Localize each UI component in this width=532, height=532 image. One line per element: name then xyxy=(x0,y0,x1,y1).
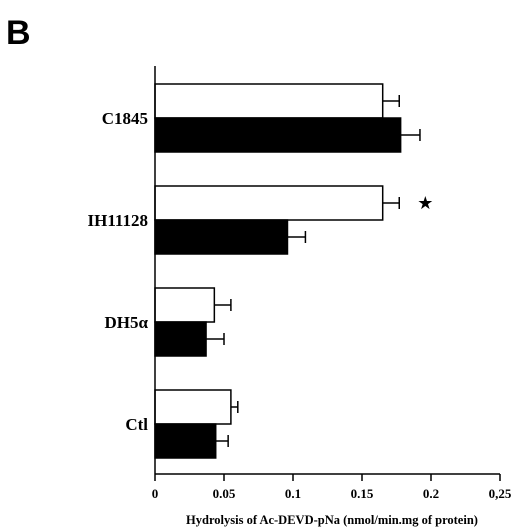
bar-open-0 xyxy=(154,83,384,119)
x-tick-label-2: 0.1 xyxy=(285,486,301,501)
significance-star-0: ★ xyxy=(417,193,433,214)
x-tick-label-0: 0 xyxy=(152,486,159,501)
x-tick-label-4: 0.2 xyxy=(423,486,439,501)
category-label-0: C1845 xyxy=(102,109,148,128)
bar-open-2 xyxy=(154,287,216,323)
bars-layer xyxy=(154,83,402,459)
bar-open-3 xyxy=(154,389,232,425)
x-tick-label-5: 0,25 xyxy=(489,486,512,501)
category-label-2: DH5α xyxy=(105,313,149,332)
error-bars-layer xyxy=(206,95,421,447)
x-axis-ticks: 0 0.05 0.1 0.15 0.2 0,25 xyxy=(152,474,512,501)
significance-marks: ★ xyxy=(417,193,433,214)
bar-filled-1 xyxy=(154,219,289,255)
x-tick-label-1: 0.05 xyxy=(213,486,236,501)
bar-filled-0 xyxy=(154,117,402,153)
category-label-1: IH11128 xyxy=(88,211,148,230)
category-label-3: Ctl xyxy=(125,415,148,434)
panel-letter: B xyxy=(6,14,31,52)
x-axis-title: Hydrolysis of Ac-DEVD-pNa (nmol/min.mg o… xyxy=(186,513,478,527)
bar-filled-3 xyxy=(154,423,217,459)
x-tick-label-3: 0.15 xyxy=(351,486,374,501)
category-labels: C1845 IH11128 DH5α Ctl xyxy=(88,109,149,434)
bar-open-1 xyxy=(154,185,384,221)
bar-filled-2 xyxy=(154,321,207,357)
